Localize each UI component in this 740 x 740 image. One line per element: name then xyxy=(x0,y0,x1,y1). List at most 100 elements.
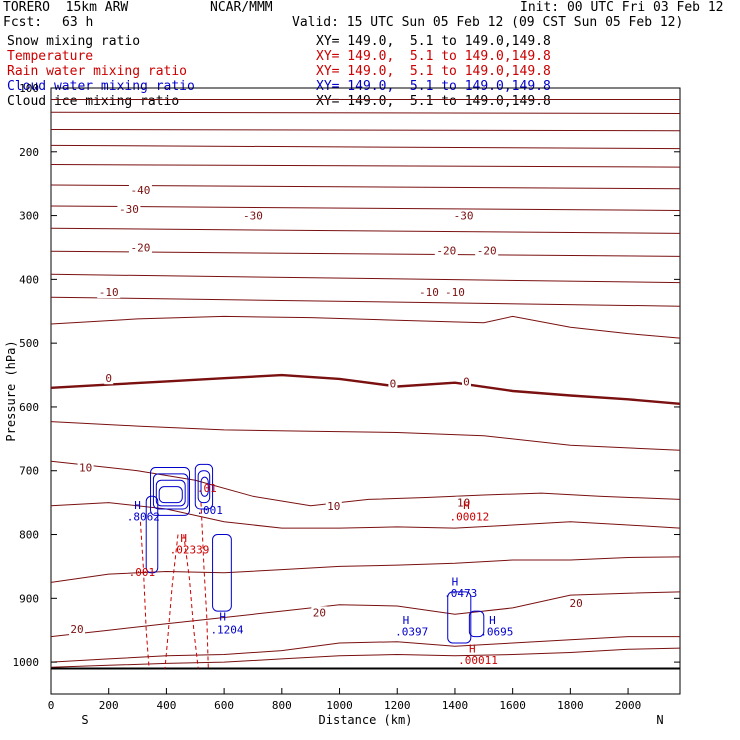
extremum-label: .00011 xyxy=(458,654,498,667)
y-tick-label: 100 xyxy=(19,82,39,95)
y-tick-label: 700 xyxy=(19,465,39,478)
isotherm-line xyxy=(50,273,681,284)
extremum-label: .0473 xyxy=(444,587,477,600)
isotherm-label-bg xyxy=(97,286,121,299)
cloud-water-contour xyxy=(468,610,485,638)
extremum-label: .02339 xyxy=(170,544,210,557)
isotherm-label-bg xyxy=(77,461,94,474)
extremum-label: .001 xyxy=(196,504,223,517)
extremum-label: H xyxy=(469,643,476,656)
legend-label: Cloud ice mixing ratio xyxy=(7,94,180,109)
isotherm-label: -40 xyxy=(131,184,151,197)
isotherm-line xyxy=(50,250,681,257)
isotherm-label: 10 xyxy=(327,500,340,513)
isotherm-label: 10 xyxy=(79,462,92,475)
legend-xy: XY= 149.0, 5.1 to 149.0,149.8 xyxy=(316,49,551,64)
isotherm-label: -10 xyxy=(445,286,465,299)
isotherm-label-bg xyxy=(461,375,471,388)
isotherm-line xyxy=(50,460,681,507)
isotherm-label: -30 xyxy=(243,210,263,223)
x-tick-label: 1000 xyxy=(326,699,353,712)
rain-contour xyxy=(164,534,179,669)
forecast-hours: 63 h xyxy=(62,15,94,30)
x-tick-label: 800 xyxy=(272,699,292,712)
plot-frame xyxy=(50,87,681,695)
legend-label: Snow mixing ratio xyxy=(7,34,141,49)
init-time: Init: 00 UTC Fri 03 Feb 12 xyxy=(520,0,724,15)
isotherm-label: 20 xyxy=(313,606,326,619)
isotherm-label-bg xyxy=(128,184,152,197)
legend-label: Rain water mixing ratio xyxy=(7,64,188,79)
isotherm-label: -20 xyxy=(477,245,497,258)
isotherm-label: -20 xyxy=(131,241,151,254)
y-tick-label: 600 xyxy=(19,401,39,414)
extremum-label: .0695 xyxy=(480,625,513,638)
isotherm-label: 0 xyxy=(390,377,397,390)
zero-isotherm xyxy=(50,373,681,405)
isotherm-label: 10 xyxy=(457,497,470,510)
cloud-water-contour xyxy=(194,463,214,510)
isotherm-label-bg xyxy=(388,377,398,390)
legend-label: Temperature xyxy=(7,49,94,64)
isotherm-label: -20 xyxy=(436,245,456,258)
y-tick-label: 1000 xyxy=(13,656,40,669)
extremum-label: H xyxy=(180,532,187,545)
x-end-label-north: N xyxy=(656,713,663,727)
extremum-label: .00012 xyxy=(449,510,489,523)
isotherm-line xyxy=(50,591,681,638)
x-tick-label: 1200 xyxy=(384,699,411,712)
isotherm-line xyxy=(50,315,681,339)
x-tick-label: 2000 xyxy=(615,699,642,712)
y-tick-label: 400 xyxy=(19,273,39,286)
isotherm-line xyxy=(50,129,681,132)
isotherm-label-bg xyxy=(443,286,467,299)
extremum-label: H xyxy=(403,614,410,627)
y-tick-label: 200 xyxy=(19,146,39,159)
isotherm-label-bg xyxy=(311,606,328,619)
cloud-water-contour xyxy=(158,486,183,504)
isotherm-label: 0 xyxy=(463,375,470,388)
isotherm-label: -30 xyxy=(454,210,474,223)
extremum-label: H xyxy=(452,576,459,589)
isotherm-line xyxy=(50,556,681,583)
isotherm-label-bg xyxy=(325,499,342,512)
extremum-label: .001 xyxy=(129,566,156,579)
isotherm-line xyxy=(50,636,680,663)
isotherm-label: 0 xyxy=(105,372,112,385)
organization-label: NCAR/MMM xyxy=(210,0,273,15)
model-title: TORERO 15km ARW xyxy=(3,0,129,15)
legend-xy: XY= 149.0, 5.1 to 149.0,149.8 xyxy=(316,94,551,109)
cloud-water-contour xyxy=(152,473,189,510)
isotherm-label: -30 xyxy=(119,203,139,216)
legend-xy: XY= 149.0, 5.1 to 149.0,149.8 xyxy=(316,64,551,79)
extremum-label: H xyxy=(134,499,141,512)
x-tick-label: 600 xyxy=(214,699,234,712)
extremum-label: .8062 xyxy=(127,510,160,523)
x-tick-label: 1400 xyxy=(442,699,469,712)
isotherm-line xyxy=(50,647,681,668)
extremum-label: H xyxy=(489,614,496,627)
forecast-label: Fcst: xyxy=(3,15,43,30)
rain-contour xyxy=(183,534,199,669)
extremum-label: .0397 xyxy=(395,625,428,638)
isotherm-label: 20 xyxy=(570,597,583,610)
isotherm-label: 20 xyxy=(70,623,83,636)
y-tick-label: 500 xyxy=(19,337,39,350)
y-axis-title: Pressure (hPa) xyxy=(4,340,18,441)
isotherm-label-bg xyxy=(455,496,472,509)
x-tick-label: 1600 xyxy=(499,699,526,712)
x-axis-title: Distance (km) xyxy=(319,713,413,727)
valid-time: Valid: 15 UTC Sun 05 Feb 12 (09 CST Sun … xyxy=(292,15,684,30)
legend-xy: XY= 149.0, 5.1 to 149.0,149.8 xyxy=(316,34,551,49)
extremum-label: H xyxy=(463,499,470,512)
isotherm-label-bg xyxy=(241,209,265,222)
legend-label: Cloud water mixing ratio xyxy=(7,79,195,94)
x-end-label-south: S xyxy=(81,713,88,727)
extremum-label: H xyxy=(219,611,226,624)
isotherm-label-bg xyxy=(475,244,499,257)
extremum-label: .1204 xyxy=(210,623,243,636)
x-tick-label: 0 xyxy=(48,699,55,712)
isotherm-line xyxy=(50,205,681,211)
cloud-water-contour xyxy=(197,470,211,504)
